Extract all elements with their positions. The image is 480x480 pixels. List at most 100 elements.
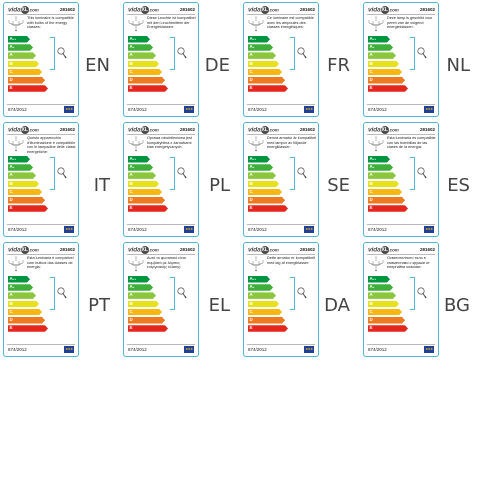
energy-class-bar: A++ bbox=[248, 36, 270, 43]
energy-label-es: vidaXL.com 281602 Esta luminaria es comp… bbox=[360, 120, 480, 240]
compatible-range-bracket bbox=[290, 157, 295, 190]
vidaxl-logo: vidaXL.com bbox=[248, 6, 279, 14]
energy-class-letter: B bbox=[249, 180, 253, 186]
energy-class-letter: A bbox=[9, 276, 13, 281]
logo-prefix: vida bbox=[128, 126, 141, 134]
energy-class-letter: C bbox=[249, 188, 253, 194]
energy-class-bar: E bbox=[248, 205, 288, 212]
energy-class-letter: A bbox=[249, 276, 253, 281]
energy-class-bar: A bbox=[248, 172, 276, 179]
model-number: 281602 bbox=[419, 127, 435, 132]
energy-class-letter: A bbox=[129, 292, 133, 298]
energy-class-bar: A++ bbox=[368, 36, 390, 43]
label-card: vidaXL.com 281602 Deze lamp is geschikt … bbox=[363, 2, 439, 117]
vidaxl-logo: vidaXL.com bbox=[368, 6, 399, 14]
divider bbox=[7, 104, 75, 105]
energy-class-bar: D bbox=[368, 317, 405, 324]
chandelier-icon bbox=[127, 16, 145, 32]
energy-class-bar: D bbox=[8, 197, 45, 204]
energy-label-pt: vidaXL.com 281602 Esta luminária é compa… bbox=[0, 240, 120, 360]
logo-suffix: .com bbox=[28, 247, 39, 253]
energy-class-bar: A bbox=[8, 52, 36, 59]
chandelier-icon bbox=[7, 136, 25, 152]
divider bbox=[247, 224, 315, 225]
energy-class-letter: A bbox=[369, 276, 373, 281]
bulb-icon bbox=[177, 166, 187, 180]
energy-class-bar: B bbox=[128, 181, 159, 188]
energy-class-bar: E bbox=[128, 205, 168, 212]
compatibility-text: Questo apparecchio d'illuminazione è com… bbox=[27, 136, 76, 154]
eu-flag-icon: ★★★ bbox=[184, 346, 194, 353]
label-card: vidaXL.com 281602 This luminaire is comp… bbox=[3, 2, 79, 117]
energy-class-plus: ++ bbox=[372, 277, 377, 281]
energy-class-scale: A++ A+ A B C D E bbox=[128, 276, 168, 334]
energy-class-bar: A+ bbox=[8, 284, 33, 291]
energy-class-bar: B bbox=[8, 61, 39, 68]
eu-flag-icon: ★★★ bbox=[304, 226, 314, 233]
bulb-icon bbox=[417, 166, 427, 180]
logo-mark: XL bbox=[140, 126, 149, 134]
energy-class-letter: A bbox=[249, 292, 253, 298]
regulation-number: 874/2012 bbox=[368, 227, 387, 232]
energy-class-bar: C bbox=[248, 309, 282, 316]
energy-class-plus: + bbox=[132, 285, 135, 290]
energy-class-letter: A bbox=[129, 52, 133, 58]
energy-class-bar: E bbox=[128, 85, 168, 92]
energy-class-letter: D bbox=[249, 77, 253, 82]
energy-class-plus: ++ bbox=[372, 157, 377, 161]
energy-class-letter: B bbox=[129, 60, 133, 66]
logo-suffix: .com bbox=[388, 7, 399, 13]
energy-class-bar: C bbox=[128, 69, 162, 76]
energy-class-bar: B bbox=[248, 181, 279, 188]
energy-class-bar: C bbox=[368, 189, 402, 196]
energy-class-letter: D bbox=[9, 317, 13, 322]
label-card: vidaXL.com 281602 Diese Leuchte ist komp… bbox=[123, 2, 199, 117]
label-card: vidaXL.com 281602 Αυτό το φωτιστικό είνα… bbox=[123, 242, 199, 357]
energy-class-letter: B bbox=[9, 300, 13, 306]
divider bbox=[7, 14, 75, 15]
label-card: vidaXL.com 281602 Questo apparecchio d'i… bbox=[3, 122, 79, 237]
bulb-icon bbox=[297, 46, 307, 60]
energy-class-letter: E bbox=[9, 325, 13, 331]
compatible-range-bracket bbox=[170, 277, 175, 310]
compatibility-text: Deze lamp is geschikt voor peren van de … bbox=[387, 16, 433, 29]
energy-class-letter: C bbox=[369, 308, 373, 314]
energy-class-letter: A bbox=[369, 36, 373, 41]
divider bbox=[7, 224, 75, 225]
chandelier-icon bbox=[127, 256, 145, 272]
energy-class-bar: A+ bbox=[368, 284, 393, 291]
energy-class-plus: ++ bbox=[252, 157, 257, 161]
energy-label-nl: vidaXL.com 281602 Deze lamp is geschikt … bbox=[360, 0, 480, 120]
energy-class-letter: D bbox=[129, 317, 133, 322]
energy-class-bar: A+ bbox=[128, 284, 153, 291]
energy-class-letter: B bbox=[9, 60, 13, 66]
energy-class-bar: E bbox=[128, 325, 168, 332]
energy-class-letter: A bbox=[129, 276, 133, 281]
energy-class-scale: A++ A+ A B C D E bbox=[368, 36, 408, 94]
energy-label-fr: vidaXL.com 281602 Ce luminaire est compa… bbox=[240, 0, 360, 120]
logo-mark: XL bbox=[260, 246, 269, 254]
energy-class-letter: A bbox=[9, 52, 13, 58]
logo-prefix: vida bbox=[368, 246, 381, 254]
energy-class-bar: D bbox=[128, 197, 165, 204]
logo-mark: XL bbox=[380, 126, 389, 134]
energy-class-bar: A++ bbox=[128, 276, 150, 283]
energy-class-letter: C bbox=[9, 68, 13, 74]
energy-class-letter: A bbox=[369, 284, 373, 290]
divider bbox=[247, 254, 315, 255]
energy-class-letter: A bbox=[249, 156, 253, 161]
model-number: 281602 bbox=[179, 127, 195, 132]
label-card: vidaXL.com 281602 Esta luminaria es comp… bbox=[363, 122, 439, 237]
language-code: ES bbox=[447, 175, 470, 196]
energy-class-bar: E bbox=[8, 85, 48, 92]
energy-class-scale: A++ A+ A B C D E bbox=[128, 36, 168, 94]
energy-class-plus: ++ bbox=[132, 157, 137, 161]
energy-class-bar: A++ bbox=[8, 156, 30, 163]
energy-class-bar: B bbox=[128, 301, 159, 308]
logo-suffix: .com bbox=[28, 7, 39, 13]
energy-class-letter: C bbox=[129, 308, 133, 314]
energy-class-letter: A bbox=[249, 172, 253, 178]
energy-class-bar: C bbox=[248, 69, 282, 76]
energy-class-plus: + bbox=[252, 45, 255, 50]
regulation-number: 874/2012 bbox=[128, 347, 147, 352]
